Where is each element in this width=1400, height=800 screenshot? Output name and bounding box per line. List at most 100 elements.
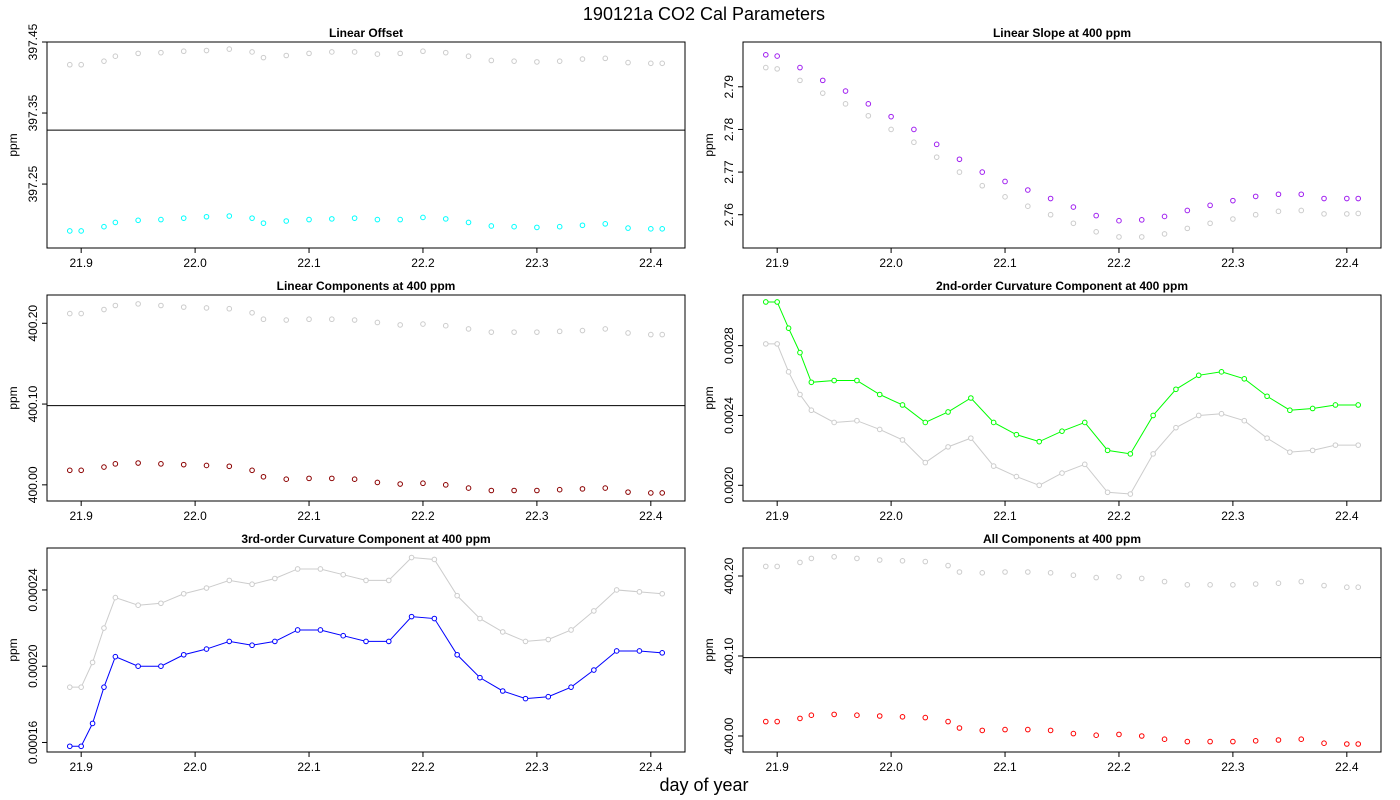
- data-point: [135, 460, 141, 466]
- data-point: [819, 90, 826, 96]
- data-point: [408, 613, 415, 620]
- data-point: [1002, 178, 1008, 185]
- data-point: [1161, 231, 1168, 237]
- data-point: [602, 55, 609, 62]
- data-point: [797, 559, 803, 566]
- plot-frame: [46, 294, 686, 502]
- x-tick-label: 21.9: [765, 760, 789, 774]
- y-axis-label: ppm: [702, 133, 716, 156]
- data-point: [1104, 489, 1111, 496]
- data-point: [625, 225, 631, 231]
- data-point: [306, 475, 312, 482]
- data-point: [1002, 569, 1008, 575]
- data-point: [922, 459, 929, 466]
- data-point: [351, 317, 358, 323]
- x-tick-label: 22.4: [639, 760, 663, 774]
- data-point: [968, 395, 974, 401]
- data-point: [854, 417, 860, 424]
- data-point: [112, 302, 119, 309]
- data-point: [556, 328, 563, 335]
- data-point: [499, 688, 506, 694]
- data-point: [888, 113, 894, 120]
- data-point: [945, 444, 951, 450]
- data-point: [158, 49, 164, 56]
- data-point: [112, 461, 119, 467]
- data-point: [180, 215, 187, 221]
- data-point: [397, 481, 403, 487]
- data-point: [1047, 195, 1054, 202]
- data-point: [374, 216, 381, 223]
- x-tick-label: 22.2: [411, 760, 435, 774]
- data-point: [1059, 428, 1065, 434]
- y-tick-label: 2.77: [722, 160, 736, 184]
- data-point: [956, 169, 963, 175]
- data-point: [465, 485, 472, 491]
- data-point: [591, 667, 597, 673]
- data-point: [203, 213, 210, 220]
- data-point: [499, 629, 506, 635]
- data-point: [249, 467, 255, 474]
- data-point: [808, 712, 815, 719]
- y-tick-label: 0.00020: [26, 644, 40, 688]
- plot-frame: [742, 547, 1382, 753]
- data-point: [659, 650, 666, 656]
- data-point: [203, 47, 210, 54]
- data-point: [374, 51, 381, 57]
- data-point: [625, 59, 631, 66]
- data-point: [454, 651, 460, 658]
- data-point: [158, 600, 164, 607]
- data-point: [865, 101, 872, 107]
- data-point: [1355, 741, 1362, 747]
- y-tick-label: 400.20: [722, 557, 736, 594]
- data-point: [180, 651, 187, 658]
- data-point: [1150, 451, 1156, 457]
- data-point: [556, 486, 563, 493]
- data-point: [1275, 191, 1282, 198]
- data-point: [203, 585, 210, 591]
- data-point: [1047, 211, 1054, 218]
- data-point: [1093, 732, 1099, 739]
- data-point: [1150, 412, 1156, 419]
- data-point: [66, 310, 73, 317]
- data-point: [1116, 731, 1122, 738]
- data-point: [1036, 438, 1043, 445]
- data-point: [272, 575, 278, 582]
- data-point: [933, 154, 940, 160]
- data-point: [1093, 212, 1099, 219]
- data-point: [636, 648, 643, 654]
- data-point: [1321, 211, 1327, 217]
- chart-panel: All Components at 400 ppm ppm 21.9 22.0 22.1…: [702, 532, 1382, 774]
- data-point: [797, 77, 803, 84]
- data-point: [1013, 431, 1020, 438]
- data-point: [659, 490, 666, 496]
- data-point: [283, 218, 290, 224]
- data-point: [1116, 574, 1122, 580]
- data-point: [1355, 210, 1362, 217]
- chart-panel: Linear Components at 400 ppm ppm 21.9 22.0 2…: [6, 279, 686, 523]
- data-point: [1025, 203, 1031, 210]
- data-point: [602, 326, 609, 332]
- data-point: [1344, 584, 1350, 591]
- data-point: [351, 476, 358, 482]
- data-point: [1047, 570, 1054, 576]
- data-point: [226, 638, 233, 645]
- data-point: [899, 714, 906, 720]
- data-point: [112, 53, 119, 60]
- x-tick-label: 22.4: [639, 509, 663, 523]
- y-tick-label: 400.10: [722, 637, 736, 674]
- data-point: [831, 377, 837, 384]
- data-point: [1230, 582, 1236, 588]
- data-point: [488, 329, 495, 335]
- data-point: [329, 316, 335, 323]
- data-point: [808, 555, 815, 562]
- data-point: [1173, 386, 1179, 393]
- x-tick-label: 22.3: [1221, 509, 1245, 523]
- x-tick-label: 22.4: [1335, 256, 1359, 270]
- data-point: [283, 317, 290, 323]
- data-point: [854, 377, 860, 384]
- plot-frame: [46, 41, 686, 249]
- data-point: [112, 653, 119, 660]
- data-point: [1195, 372, 1202, 379]
- data-point: [659, 590, 666, 597]
- data-point: [374, 319, 381, 326]
